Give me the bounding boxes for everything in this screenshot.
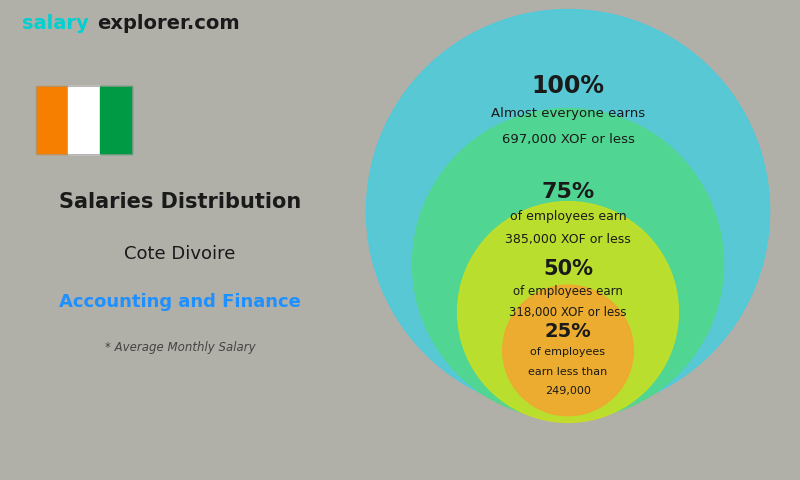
Text: Cote Divoire: Cote Divoire bbox=[124, 245, 236, 263]
Bar bbox=[35, 86, 132, 154]
Circle shape bbox=[458, 202, 678, 422]
Text: 385,000 XOF or less: 385,000 XOF or less bbox=[505, 233, 631, 247]
Text: 25%: 25% bbox=[545, 322, 591, 341]
Text: of employees earn: of employees earn bbox=[510, 210, 626, 224]
Text: * Average Monthly Salary: * Average Monthly Salary bbox=[105, 341, 255, 354]
Text: 100%: 100% bbox=[531, 74, 605, 98]
Text: 697,000 XOF or less: 697,000 XOF or less bbox=[502, 132, 634, 146]
Text: 75%: 75% bbox=[542, 182, 594, 202]
Text: earn less than: earn less than bbox=[528, 367, 608, 376]
Text: salary: salary bbox=[22, 14, 89, 34]
Bar bbox=[68, 86, 100, 154]
Text: Accounting and Finance: Accounting and Finance bbox=[59, 293, 301, 311]
Text: explorer.com: explorer.com bbox=[98, 14, 240, 34]
Circle shape bbox=[413, 108, 723, 420]
Bar bbox=[100, 86, 132, 154]
Text: of employees: of employees bbox=[530, 348, 606, 357]
Text: 318,000 XOF or less: 318,000 XOF or less bbox=[510, 306, 626, 320]
Bar bbox=[35, 86, 68, 154]
Text: 249,000: 249,000 bbox=[545, 386, 591, 396]
Text: 50%: 50% bbox=[543, 259, 593, 279]
Text: Salaries Distribution: Salaries Distribution bbox=[59, 192, 301, 212]
Text: of employees earn: of employees earn bbox=[513, 285, 623, 299]
Text: Almost everyone earns: Almost everyone earns bbox=[491, 107, 645, 120]
Circle shape bbox=[366, 10, 770, 413]
Circle shape bbox=[502, 285, 634, 416]
